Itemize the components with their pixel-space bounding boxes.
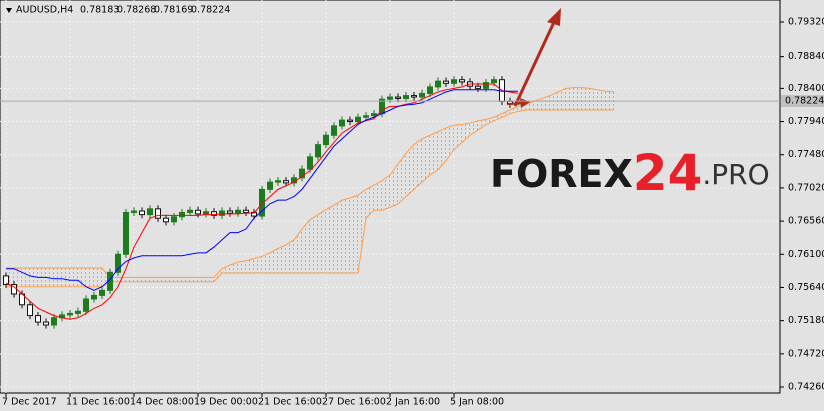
candle-body: [275, 180, 281, 183]
candle-body: [91, 294, 97, 300]
y-tick-label: 0.74260: [788, 382, 824, 393]
header-close: 0.78224: [191, 5, 230, 16]
arrow-small: [507, 102, 523, 105]
candle-body: [51, 317, 57, 326]
candle-body: [395, 96, 401, 99]
arrow-shaft: [513, 19, 557, 107]
candle-body: [3, 275, 9, 286]
candle-body: [475, 85, 481, 89]
candle-body: [179, 211, 185, 218]
logo: FOREX24.PRO: [490, 144, 770, 202]
candle-body: [219, 210, 225, 216]
candle-body: [35, 315, 41, 323]
x-tick-label: 2 Jan 16:00: [386, 397, 440, 408]
candle-body: [299, 168, 305, 179]
candle-body: [411, 95, 417, 98]
candle-body: [27, 304, 33, 317]
candle-body: [211, 211, 217, 216]
logo-text: FOREX24.PRO: [490, 144, 770, 202]
candle-body: [387, 96, 393, 100]
logo-pro: .PRO: [702, 158, 769, 191]
y-tick-label: 0.79320: [788, 17, 824, 28]
candle-body: [459, 79, 465, 83]
y-tick-label: 0.77940: [788, 116, 824, 127]
y-tick-label: 0.74720: [788, 348, 824, 359]
forecast-arrows: [507, 8, 561, 108]
candle-body: [443, 80, 449, 84]
candle-body: [491, 79, 497, 84]
candle-body: [283, 180, 289, 184]
y-tick-label: 0.77020: [788, 182, 824, 193]
x-tick-label: 14 Dec 08:00: [130, 397, 194, 408]
y-tick-label: 0.76100: [788, 249, 824, 260]
candle-body: [115, 253, 121, 273]
logo-24: 24: [633, 144, 703, 202]
candle-body: [235, 209, 241, 214]
cloud-fill: [6, 87, 614, 287]
arrow-head: [520, 98, 530, 108]
candle-body: [155, 208, 161, 219]
candle-body: [99, 289, 105, 296]
candle-body: [67, 312, 73, 316]
candle-body: [315, 144, 321, 158]
candle-body: [203, 211, 209, 215]
y-tick-label: 0.78840: [788, 51, 824, 62]
y-tick-label: 0.77480: [788, 149, 824, 160]
candle-body: [139, 210, 145, 216]
indicator-line: [5, 83, 519, 320]
y-tick-label: 0.75640: [788, 282, 824, 293]
candle-body: [403, 95, 409, 99]
header-low: 0.78169: [154, 5, 193, 16]
candle-body: [147, 208, 153, 216]
x-tick-label: 7 Dec 2017: [2, 397, 57, 408]
indicator-line: [6, 89, 518, 291]
candle-body: [163, 217, 169, 223]
header-symbol: AUDUSD,H4: [16, 5, 73, 16]
candle-body: [451, 79, 457, 84]
candle-body: [171, 216, 177, 223]
candle-body: [355, 116, 361, 123]
candle-body: [427, 86, 433, 94]
candle-body: [123, 211, 129, 255]
header-high: 0.78268: [117, 5, 156, 16]
candle-body: [195, 209, 201, 215]
x-tick-label: 19 Dec 00:00: [194, 397, 258, 408]
candle-body: [347, 119, 353, 123]
candle-body: [339, 119, 345, 127]
menu-triangle[interactable]: [6, 8, 12, 13]
header-open: 0.78183: [80, 5, 119, 16]
candle-body: [435, 80, 441, 88]
candle-body: [243, 209, 249, 213]
x-tick-label: 21 Dec 16:00: [258, 397, 322, 408]
candle-body: [363, 115, 369, 118]
candle-body: [227, 210, 233, 214]
price-label-box: [781, 95, 824, 108]
candle-body: [75, 310, 81, 314]
candle-body: [419, 92, 425, 98]
arrow-head: [547, 8, 561, 26]
y-tick-label: 0.78400: [788, 83, 824, 94]
x-tick-label: 27 Dec 16:00: [322, 397, 386, 408]
candle-body: [131, 210, 137, 213]
candle-body: [371, 113, 377, 117]
candle-body: [267, 181, 273, 190]
candle-body: [483, 82, 489, 89]
candle-body: [323, 134, 329, 146]
candle-body: [307, 156, 313, 170]
candle-body: [331, 125, 337, 136]
x-tick-label: 5 Jan 08:00: [450, 397, 504, 408]
candle-body: [83, 298, 89, 312]
logo-forex: FOREX: [490, 152, 633, 196]
candle-body: [187, 209, 193, 213]
candle-body: [259, 188, 265, 217]
candle-body: [43, 321, 49, 326]
x-tick-label: 11 Dec 16:00: [66, 397, 130, 408]
y-tick-label: 0.76560: [788, 216, 824, 227]
price-label: 0.78224: [785, 96, 824, 107]
y-tick-label: 0.75180: [788, 315, 824, 326]
